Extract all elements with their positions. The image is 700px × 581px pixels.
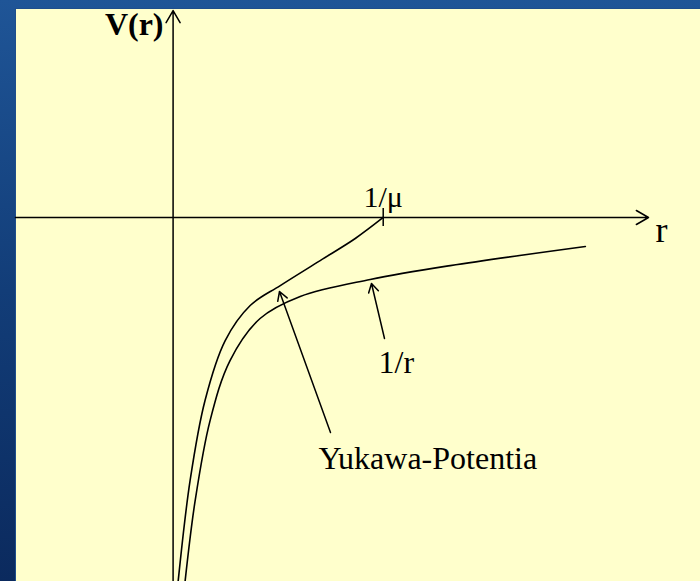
svg-text:1/r: 1/r (379, 344, 415, 380)
svg-text:1/μ: 1/μ (364, 180, 403, 213)
svg-text:r: r (656, 210, 668, 250)
svg-text:V(r): V(r) (105, 6, 164, 42)
svg-text:Yukawa-Potentia: Yukawa-Potentia (319, 440, 538, 476)
